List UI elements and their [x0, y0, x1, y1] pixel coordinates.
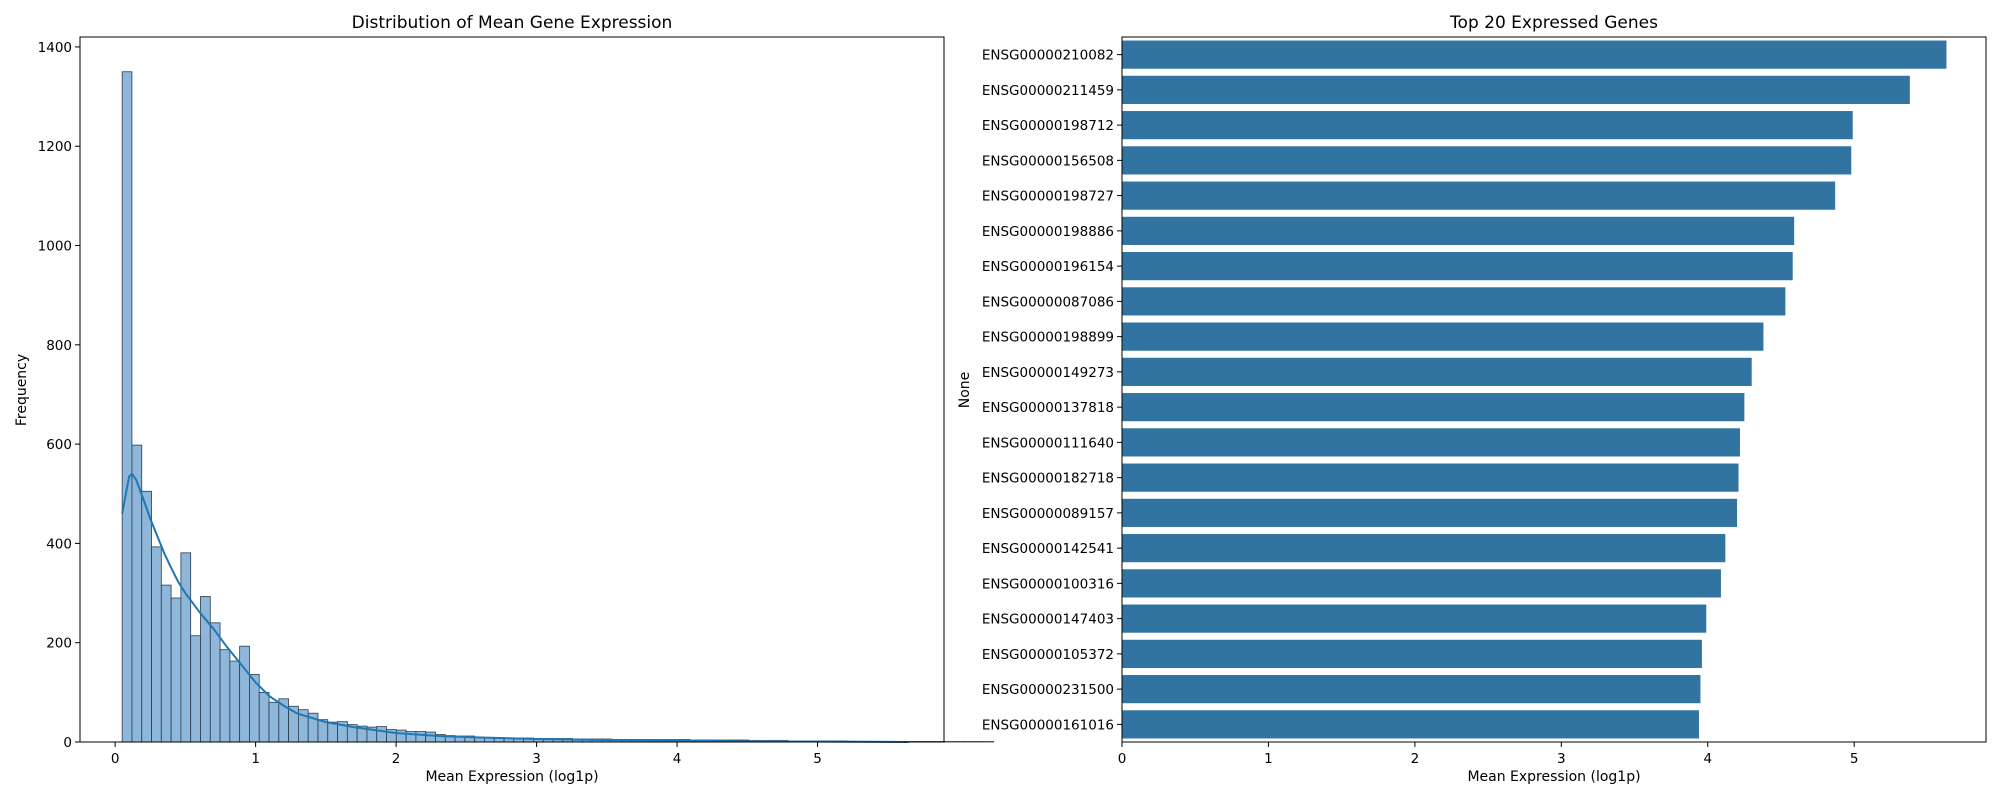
- histogram-y-ticks: 0 200 400 600 800 1000 1200 1400: [38, 40, 80, 751]
- x-tick-label: 2: [392, 751, 401, 767]
- gene-label: ENSG00000210082: [982, 48, 1114, 64]
- histogram-bar: [190, 635, 201, 743]
- gene-bar: [1122, 710, 1699, 739]
- y-tick-label: 200: [46, 636, 72, 652]
- histogram-bars: [121, 71, 995, 743]
- gene-bar: [1122, 75, 1910, 104]
- histogram-y-axis-label: Frequency: [14, 354, 30, 426]
- y-tick-label: 400: [46, 536, 72, 552]
- y-tick-label: 1400: [38, 40, 72, 56]
- x-tick-label: 5: [1850, 751, 1859, 767]
- x-tick-label: 1: [251, 751, 260, 767]
- histogram-bar: [395, 729, 407, 743]
- gene-bar: [1122, 569, 1721, 598]
- x-tick-label: 3: [532, 751, 541, 767]
- histogram-bar: [151, 546, 162, 743]
- kde-curve: [121, 472, 909, 743]
- histogram-bar: [121, 71, 133, 743]
- histogram-bar: [425, 731, 436, 743]
- x-tick-label: 0: [1118, 751, 1127, 767]
- y-tick-label: 0: [63, 735, 72, 751]
- gene-label: ENSG00000231500: [982, 682, 1114, 698]
- histogram-bar: [219, 649, 231, 743]
- x-tick-label: 4: [1703, 751, 1712, 767]
- top-genes-x-ticks: 0 1 2 3 4 5: [1118, 742, 1859, 767]
- y-tick-label: 1200: [38, 139, 72, 155]
- histogram-bar: [268, 701, 280, 743]
- gene-bar: [1122, 639, 1702, 668]
- top-genes-title: Top 20 Expressed Genes: [1449, 13, 1658, 33]
- histogram-bar: [376, 726, 387, 743]
- histogram-bar: [415, 731, 427, 743]
- x-tick-label: 0: [111, 751, 120, 767]
- gene-label: ENSG00000100316: [982, 576, 1114, 592]
- histogram-plot-frame: [79, 36, 945, 743]
- x-tick-label: 5: [813, 751, 822, 767]
- histogram-x-axis-label: Mean Expression (log1p): [425, 769, 598, 785]
- gene-bar: [1122, 181, 1836, 210]
- y-tick-label: 1000: [38, 239, 72, 255]
- gene-label: ENSG00000161016: [982, 717, 1114, 733]
- x-tick-label: 1: [1264, 751, 1273, 767]
- gene-label: ENSG00000105372: [982, 647, 1114, 663]
- x-tick-label: 3: [1557, 751, 1566, 767]
- top-genes-plot-frame: [1121, 36, 1987, 743]
- gene-label: ENSG00000198712: [982, 118, 1114, 134]
- gene-label: ENSG00000198899: [982, 330, 1114, 346]
- gene-label: ENSG00000149273: [982, 365, 1114, 381]
- gene-bar: [1122, 675, 1701, 704]
- gene-bar: [1122, 216, 1795, 245]
- gene-bar: [1122, 534, 1726, 563]
- x-tick-label: 2: [1411, 751, 1420, 767]
- histogram-bar: [239, 645, 250, 743]
- histogram-bar: [160, 584, 172, 743]
- histogram-bar: [209, 622, 221, 743]
- y-tick-label: 800: [46, 338, 72, 354]
- gene-label: ENSG00000198727: [982, 189, 1114, 205]
- gene-label: ENSG00000147403: [982, 612, 1114, 628]
- y-tick-label: 600: [46, 437, 72, 453]
- gene-label: ENSG00000182718: [982, 471, 1114, 487]
- histogram-bar: [141, 490, 152, 743]
- histogram-bar: [258, 691, 270, 743]
- gene-bar: [1122, 146, 1852, 175]
- gene-label: ENSG00000137818: [982, 400, 1114, 416]
- histogram-bar: [327, 721, 338, 743]
- histogram-panel: 0 1 2 3 4 5 0 200 400 600 800 1000 1200 1400 Distrib…: [14, 13, 995, 785]
- gene-bar: [1122, 357, 1752, 386]
- x-tick-label: 4: [673, 751, 682, 767]
- histogram-title: Distribution of Mean Gene Expression: [352, 13, 673, 33]
- histogram-bar: [180, 552, 192, 743]
- gene-bar: [1122, 111, 1853, 140]
- gene-bar: [1122, 604, 1707, 633]
- gene-bars: [1122, 40, 1947, 739]
- gene-bar: [1122, 40, 1947, 69]
- gene-label: ENSG00000087086: [982, 294, 1114, 310]
- histogram-bar: [170, 597, 182, 743]
- gene-label: ENSG00000089157: [982, 506, 1114, 522]
- gene-bar: [1122, 393, 1745, 422]
- top-genes-y-ticks: ENSG00000210082 ENSG00000211459 ENSG000001…: [982, 48, 1122, 733]
- histogram-x-ticks: 0 1 2 3 4 5: [111, 742, 822, 767]
- gene-label: ENSG00000198886: [982, 224, 1114, 240]
- top-genes-y-axis-label: None: [957, 372, 973, 409]
- gene-bar: [1122, 498, 1738, 527]
- gene-label: ENSG00000156508: [982, 153, 1114, 169]
- top-genes-x-axis-label: Mean Expression (log1p): [1467, 769, 1640, 785]
- gene-bar: [1122, 428, 1740, 457]
- gene-label: ENSG00000111640: [982, 435, 1114, 451]
- gene-bar: [1122, 287, 1786, 316]
- gene-label: ENSG00000142541: [982, 541, 1114, 557]
- gene-bar: [1122, 322, 1764, 351]
- gene-bar: [1122, 463, 1739, 492]
- gene-label: ENSG00000196154: [982, 259, 1114, 275]
- gene-label: ENSG00000211459: [982, 83, 1114, 99]
- gene-bar: [1122, 252, 1793, 281]
- histogram-bar: [229, 660, 241, 743]
